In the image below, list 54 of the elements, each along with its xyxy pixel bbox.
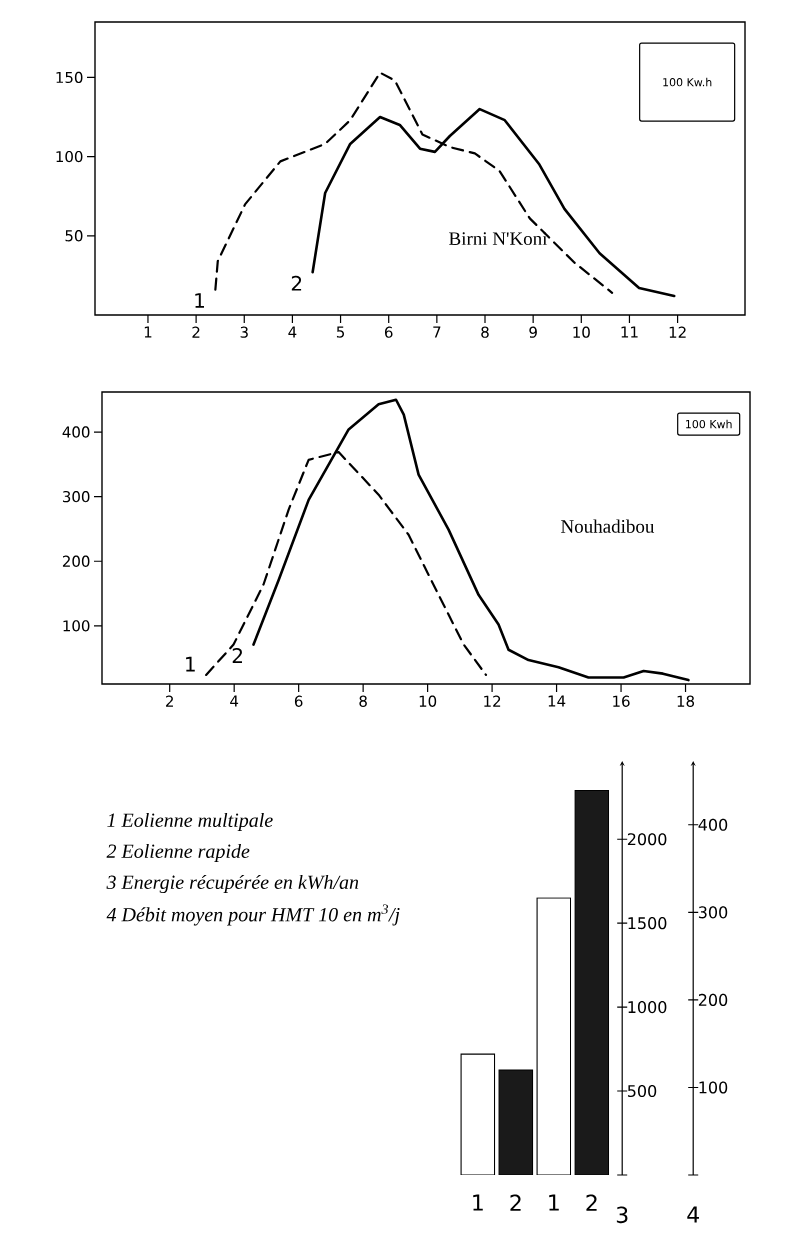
y-tick-label: 200 [62, 555, 90, 567]
x-tick-label: 5 [336, 326, 345, 338]
y-axis-title: 3 [616, 1206, 628, 1224]
x-tick-label: 12 [484, 695, 501, 707]
x-tick-label: 1 [549, 1194, 559, 1211]
series-label: 2 [291, 275, 302, 291]
y-tick-label: 1000 [628, 1001, 667, 1014]
text: Nouhadibou [561, 519, 655, 533]
series-label: 2 [232, 648, 242, 663]
x-tick-label: 16 [613, 695, 630, 707]
x-tick-label: 10 [419, 695, 437, 707]
series-label: 1 [195, 293, 204, 308]
x-tick-label: 1 [144, 326, 152, 338]
y2-axis-title: 4 [687, 1206, 699, 1223]
y-tick-label: 150 [56, 71, 83, 84]
x-tick-label: 6 [294, 695, 303, 707]
y-tick-label: 1500 [628, 917, 667, 930]
y-tick-label: 50 [65, 230, 83, 242]
y2-tick-label: 300 [698, 906, 728, 919]
y-tick-label: 400 [62, 426, 90, 438]
x-tick-label: 8 [481, 326, 489, 338]
x-tick-label: 2 [586, 1194, 597, 1211]
annotation: 100 Kw.h [663, 77, 712, 87]
x-tick-label: 4 [230, 695, 239, 707]
y2-tick-label: 100 [699, 1081, 728, 1094]
text: 4 Débit moyen pour HMT 10 en m$^{3}$/j [106, 904, 400, 926]
x-tick-label: 2 [166, 695, 173, 707]
y2-tick-label: 400 [698, 818, 728, 831]
y2-tick-label: 200 [698, 993, 728, 1006]
x-tick-label: 18 [677, 695, 695, 707]
text: 2 Eolienne rapide [106, 843, 250, 863]
series-label: 1 [186, 656, 195, 672]
x-tick-label: 14 [548, 695, 566, 707]
y-tick-label: 2000 [627, 833, 667, 846]
x-tick-label: 6 [384, 326, 393, 338]
y-tick-label: 500 [627, 1085, 657, 1098]
x-tick-label: 10 [573, 326, 590, 338]
x-tick-label: 4 [288, 326, 297, 338]
x-tick-label: 9 [529, 326, 537, 338]
x-tick-label: 1 [473, 1194, 483, 1211]
y-tick-label: 300 [62, 490, 90, 503]
text: 1 Eolienne multipale [107, 812, 273, 832]
x-tick-label: 12 [669, 326, 686, 338]
text: Birni N'Koni [449, 232, 548, 246]
annotation: 100 Kwh [686, 419, 732, 429]
x-tick-label: 2 [192, 326, 200, 338]
y-tick-label: 100 [56, 150, 83, 163]
x-tick-label: 3 [240, 326, 248, 338]
x-tick-label: 2 [510, 1194, 521, 1211]
x-tick-label: 8 [359, 695, 367, 707]
y-tick-label: 100 [63, 620, 90, 632]
x-tick-label: 7 [433, 326, 441, 338]
x-tick-label: 11 [621, 326, 638, 338]
text: 3 Energie récupérée en kWh/an [106, 874, 359, 894]
